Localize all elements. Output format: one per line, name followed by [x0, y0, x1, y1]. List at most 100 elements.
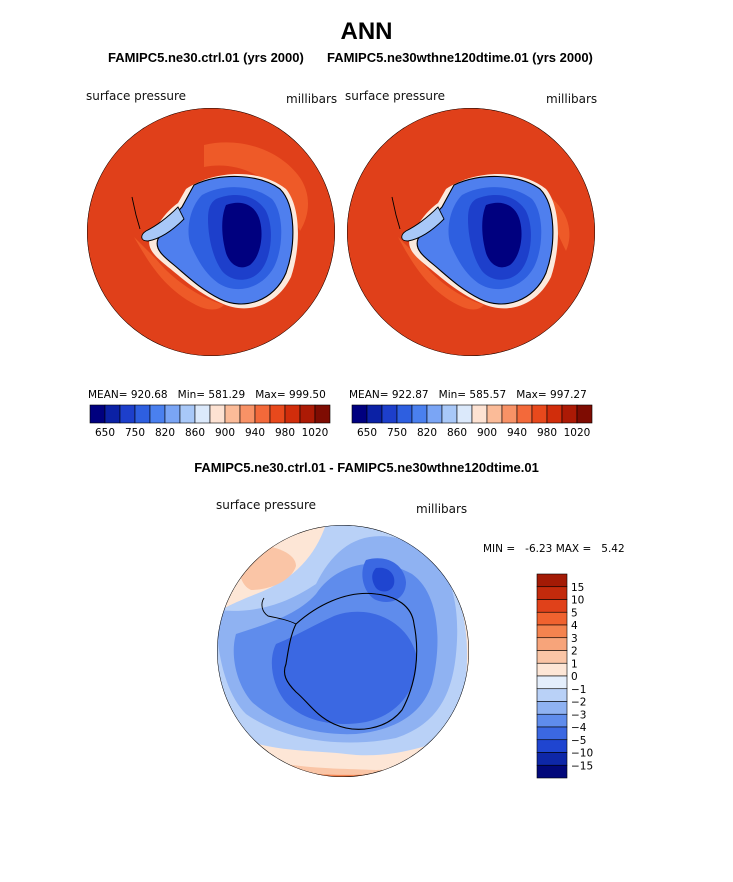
test-colorbar-swatch	[396, 404, 413, 424]
diff-cool-core	[271, 611, 417, 724]
diff-max-label: MAX =	[555, 543, 592, 555]
ctrl-colorbar-swatch	[119, 404, 136, 424]
diff-colorbar-swatch	[536, 752, 568, 766]
diff-colorbar-tick-label: 5	[571, 607, 578, 619]
ctrl-colorbar-tick-label: 750	[125, 427, 145, 439]
ctrl-min-value: 581.29	[208, 389, 246, 401]
ctrl-colorbar-tick-label: 860	[185, 427, 205, 439]
test-colorbar: 650 750 820 860 900 940 980 1020	[351, 404, 593, 439]
diff-coastline	[283, 592, 418, 730]
test-mean-label: MEAN=	[349, 389, 389, 401]
test-colorbar-tick-label: 900	[477, 427, 497, 439]
diff-colorbar-swatch	[536, 662, 568, 677]
diff-colorbar-swatch	[536, 637, 568, 651]
diff-colorbar-swatch	[536, 573, 568, 588]
test-colorbar-tick-label: 650	[357, 427, 377, 439]
test-stats: MEAN= 922.87 Min= 585.57 Max= 997.27	[349, 389, 587, 401]
diff-variable-label: surface pressure	[216, 498, 316, 512]
ctrl-colorbar-swatch	[224, 404, 241, 424]
ctrl-min-label: Min=	[177, 389, 206, 401]
diff-colorbar-swatch	[536, 586, 568, 600]
diff-colorbar-tick-label: 3	[571, 633, 578, 645]
test-colorbar-swatch	[366, 404, 383, 424]
diff-stats: MIN = -6.23 MAX = 5.42	[483, 543, 625, 555]
test-min-label: Min=	[438, 389, 467, 401]
test-colorbar-swatch	[561, 404, 578, 424]
test-colorbar-tick-label: 940	[507, 427, 527, 439]
diff-colorbar-tick-label: −1	[571, 684, 586, 696]
ctrl-colorbar-swatch	[254, 404, 271, 424]
ctrl-mean-label: MEAN=	[88, 389, 128, 401]
test-colorbar-swatch	[456, 404, 473, 424]
ctrl-mean-value: 920.68	[130, 389, 168, 401]
diff-colorbar-tick-label: −10	[571, 748, 593, 760]
diff-map	[217, 525, 469, 777]
test-variable-label: surface pressure	[345, 89, 445, 103]
ctrl-colorbar-swatch	[89, 404, 106, 424]
ctrl-colorbar-swatch	[104, 404, 121, 424]
diff-colorbar-tick-label: −3	[571, 709, 586, 721]
diff-colorbar-tick-label: 10	[571, 595, 584, 607]
diff-colorbar-swatch	[536, 650, 568, 664]
test-peninsula-tip	[391, 196, 401, 230]
test-colorbar-tick-label: 1020	[564, 427, 591, 439]
test-colorbar-swatch	[486, 404, 503, 424]
diff-min-label: MIN =	[483, 543, 516, 555]
ctrl-colorbar-tick-label: 940	[245, 427, 265, 439]
diff-colorbar-swatch	[536, 713, 568, 728]
test-peninsula	[401, 206, 445, 242]
ctrl-colorbar-tick-label: 980	[275, 427, 295, 439]
ctrl-colorbar-swatch	[314, 404, 331, 424]
diff-colorbar-swatch	[536, 624, 568, 639]
test-units-label: millibars	[546, 92, 598, 106]
diff-colorbar-tick-label: 2	[571, 646, 578, 658]
ctrl-colorbar-swatch	[149, 404, 166, 424]
diff-colorbar-swatch	[536, 739, 568, 753]
ctrl-colorbar-swatch	[134, 404, 151, 424]
test-map	[347, 108, 595, 356]
ctrl-colorbar-swatch	[209, 404, 226, 424]
test-colorbar-tick-label: 820	[417, 427, 437, 439]
diff-colorbar-tick-label: −2	[571, 697, 586, 709]
diff-colorbar-tick-label: 4	[571, 620, 578, 632]
ctrl-colorbar-swatch	[239, 404, 256, 424]
test-colorbar-tick-label: 860	[447, 427, 467, 439]
test-max-value: 997.27	[550, 389, 587, 401]
ctrl-high-band	[204, 142, 308, 231]
ctrl-colorbar-swatch	[269, 404, 286, 424]
diff-colorbar-swatch	[536, 764, 568, 779]
diff-title: FAMIPC5.ne30.ctrl.01 - FAMIPC5.ne30wthne…	[194, 460, 539, 475]
diff-colorbar-tick-label: 15	[571, 582, 584, 594]
test-colorbar-swatch	[576, 404, 593, 424]
test-colorbar-swatch	[531, 404, 548, 424]
ctrl-peninsula	[141, 206, 185, 242]
ctrl-colorbar-tick-label: 820	[155, 427, 175, 439]
ctrl-colorbar-tick-label: 650	[95, 427, 115, 439]
test-colorbar-swatch	[426, 404, 443, 424]
diff-colorbar-swatch	[536, 675, 568, 690]
ctrl-peninsula-tip	[131, 196, 141, 230]
diff-peninsula-coast	[261, 597, 297, 625]
test-colorbar-swatch	[411, 404, 428, 424]
test-colorbar-swatch	[501, 404, 518, 424]
diff-colorbar-swatch	[536, 688, 568, 702]
test-plateau-top	[482, 202, 522, 268]
ctrl-subtitle: FAMIPC5.ne30.ctrl.01 (yrs 2000)	[108, 50, 304, 65]
diff-colorbar-tick-label: −5	[571, 735, 586, 747]
diff-colorbar-swatch	[536, 726, 568, 741]
test-mean-value: 922.87	[391, 389, 429, 401]
ctrl-colorbar-swatch	[194, 404, 211, 424]
diff-max-value: 5.42	[601, 543, 625, 555]
ctrl-stats: MEAN= 920.68 Min= 581.29 Max= 999.50	[88, 389, 326, 401]
test-colorbar-swatch	[381, 404, 398, 424]
diff-colorbar-swatch	[536, 599, 568, 613]
ctrl-colorbar-swatch	[179, 404, 196, 424]
test-wedge-high	[398, 237, 484, 310]
ctrl-wedge-high	[134, 237, 224, 310]
test-colorbar-swatch	[471, 404, 488, 424]
diff-units-label: millibars	[416, 502, 468, 516]
test-min-value: 585.57	[469, 389, 507, 401]
ctrl-max-value: 999.50	[289, 389, 326, 401]
test-colorbar-swatch	[516, 404, 533, 424]
